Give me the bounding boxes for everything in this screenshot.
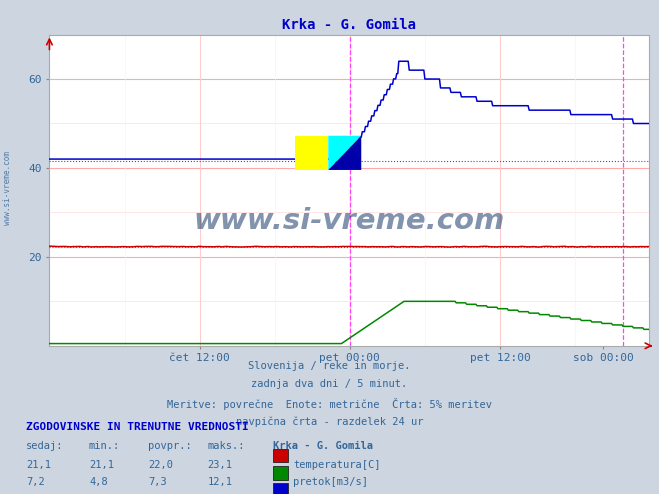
Text: 12,1: 12,1 [208, 477, 233, 487]
Text: 21,1: 21,1 [26, 460, 51, 470]
Text: 4,8: 4,8 [89, 477, 107, 487]
Text: navpična črta - razdelek 24 ur: navpična črta - razdelek 24 ur [236, 417, 423, 427]
Text: 22,0: 22,0 [148, 460, 173, 470]
Text: Meritve: povrečne  Enote: metrične  Črta: 5% meritev: Meritve: povrečne Enote: metrične Črta: … [167, 398, 492, 410]
Text: povpr.:: povpr.: [148, 441, 192, 451]
Text: Krka - G. Gomila: Krka - G. Gomila [273, 441, 374, 451]
Text: Slovenija / reke in morje.: Slovenija / reke in morje. [248, 361, 411, 370]
Text: www.si-vreme.com: www.si-vreme.com [194, 207, 505, 235]
Bar [295, 136, 328, 170]
Text: 7,3: 7,3 [148, 477, 167, 487]
Text: min.:: min.: [89, 441, 120, 451]
Text: 23,1: 23,1 [208, 460, 233, 470]
Text: www.si-vreme.com: www.si-vreme.com [3, 151, 13, 225]
Text: 21,1: 21,1 [89, 460, 114, 470]
Text: zadnja dva dni / 5 minut.: zadnja dva dni / 5 minut. [251, 379, 408, 389]
Polygon shape [328, 136, 361, 170]
Polygon shape [328, 136, 361, 170]
Text: 7,2: 7,2 [26, 477, 45, 487]
Title: Krka - G. Gomila: Krka - G. Gomila [282, 18, 416, 32]
Text: pretok[m3/s]: pretok[m3/s] [293, 477, 368, 487]
Text: maks.:: maks.: [208, 441, 245, 451]
Text: ZGODOVINSKE IN TRENUTNE VREDNOSTI: ZGODOVINSKE IN TRENUTNE VREDNOSTI [26, 422, 249, 432]
Text: sedaj:: sedaj: [26, 441, 64, 451]
Text: temperatura[C]: temperatura[C] [293, 460, 381, 470]
